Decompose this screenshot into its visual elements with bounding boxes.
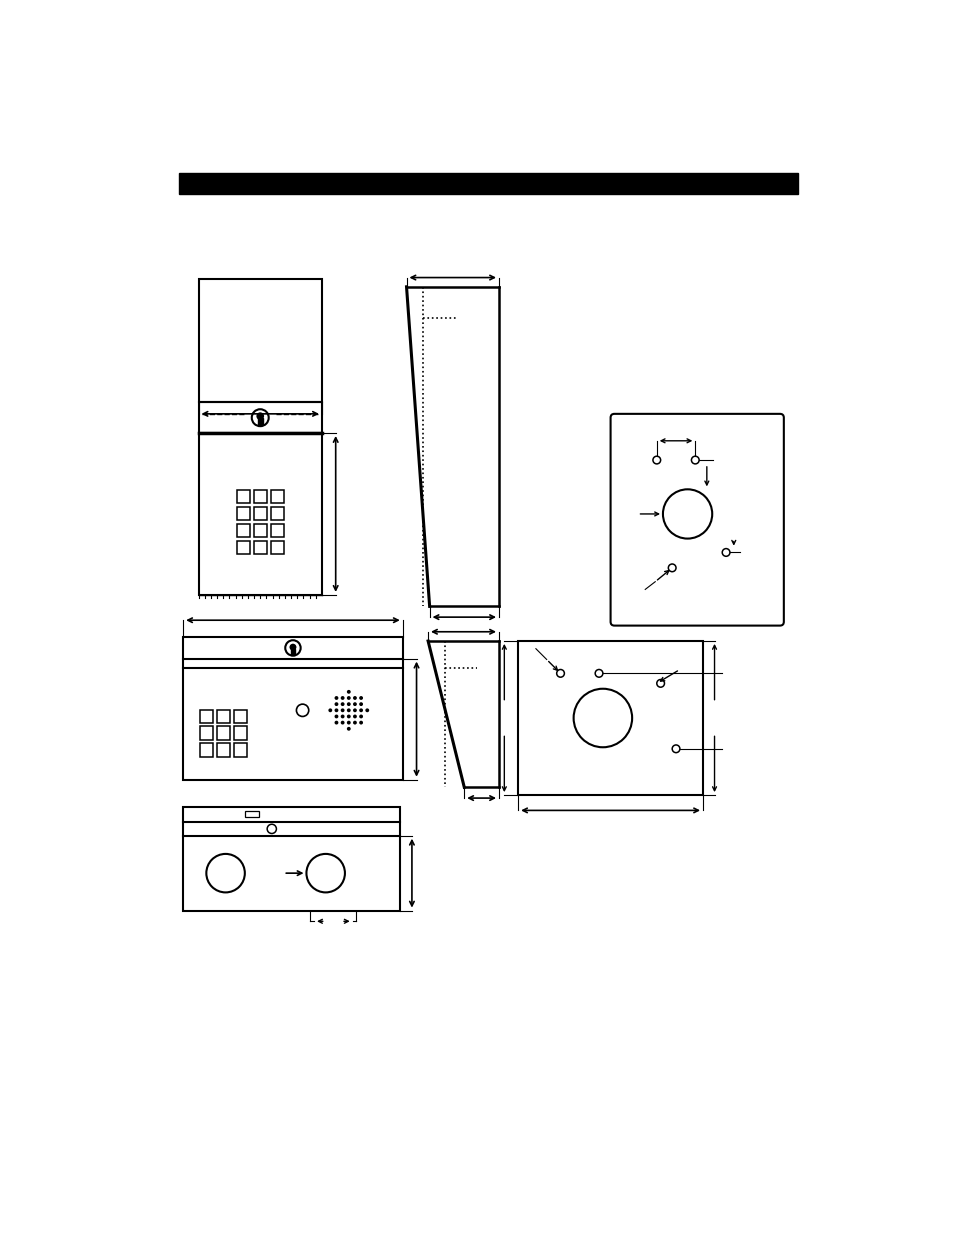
- Circle shape: [340, 709, 344, 713]
- Bar: [236, 506, 250, 520]
- Bar: [179, 173, 798, 194]
- Bar: [271, 541, 283, 553]
- Circle shape: [347, 727, 351, 731]
- Circle shape: [347, 721, 351, 725]
- Circle shape: [328, 709, 332, 713]
- Bar: [217, 710, 230, 722]
- Circle shape: [358, 709, 363, 713]
- Circle shape: [353, 709, 356, 713]
- Bar: [198, 433, 321, 595]
- Bar: [271, 506, 283, 520]
- Circle shape: [335, 721, 338, 725]
- Circle shape: [347, 715, 351, 719]
- Bar: [253, 524, 267, 537]
- Bar: [245, 811, 258, 818]
- Circle shape: [353, 721, 356, 725]
- Bar: [200, 743, 213, 757]
- Circle shape: [358, 715, 363, 719]
- Circle shape: [289, 643, 296, 651]
- Circle shape: [340, 697, 344, 700]
- Circle shape: [347, 697, 351, 700]
- Bar: [217, 726, 230, 740]
- Bar: [233, 743, 247, 757]
- Bar: [198, 403, 321, 433]
- Bar: [271, 524, 283, 537]
- Circle shape: [353, 697, 356, 700]
- Bar: [253, 506, 267, 520]
- Bar: [200, 726, 213, 740]
- Circle shape: [340, 703, 344, 706]
- Circle shape: [335, 709, 338, 713]
- Bar: [233, 710, 247, 722]
- Circle shape: [340, 715, 344, 719]
- Bar: [217, 743, 230, 757]
- Bar: [233, 726, 247, 740]
- Bar: [291, 648, 295, 655]
- Circle shape: [335, 703, 338, 706]
- Bar: [253, 541, 267, 553]
- Circle shape: [340, 721, 344, 725]
- Circle shape: [256, 412, 264, 420]
- Circle shape: [347, 703, 351, 706]
- Bar: [183, 637, 402, 779]
- Bar: [236, 490, 250, 503]
- Bar: [236, 524, 250, 537]
- Circle shape: [353, 715, 356, 719]
- Bar: [253, 490, 267, 503]
- Bar: [198, 279, 321, 403]
- Bar: [271, 490, 283, 503]
- Circle shape: [335, 715, 338, 719]
- Circle shape: [335, 697, 338, 700]
- Bar: [200, 710, 213, 722]
- Bar: [183, 806, 400, 910]
- Bar: [236, 541, 250, 553]
- Circle shape: [353, 703, 356, 706]
- Circle shape: [358, 703, 363, 706]
- Circle shape: [365, 709, 369, 713]
- Bar: [257, 419, 263, 425]
- Circle shape: [358, 697, 363, 700]
- Bar: [517, 641, 702, 795]
- Circle shape: [358, 721, 363, 725]
- Circle shape: [347, 709, 351, 713]
- Circle shape: [347, 690, 351, 694]
